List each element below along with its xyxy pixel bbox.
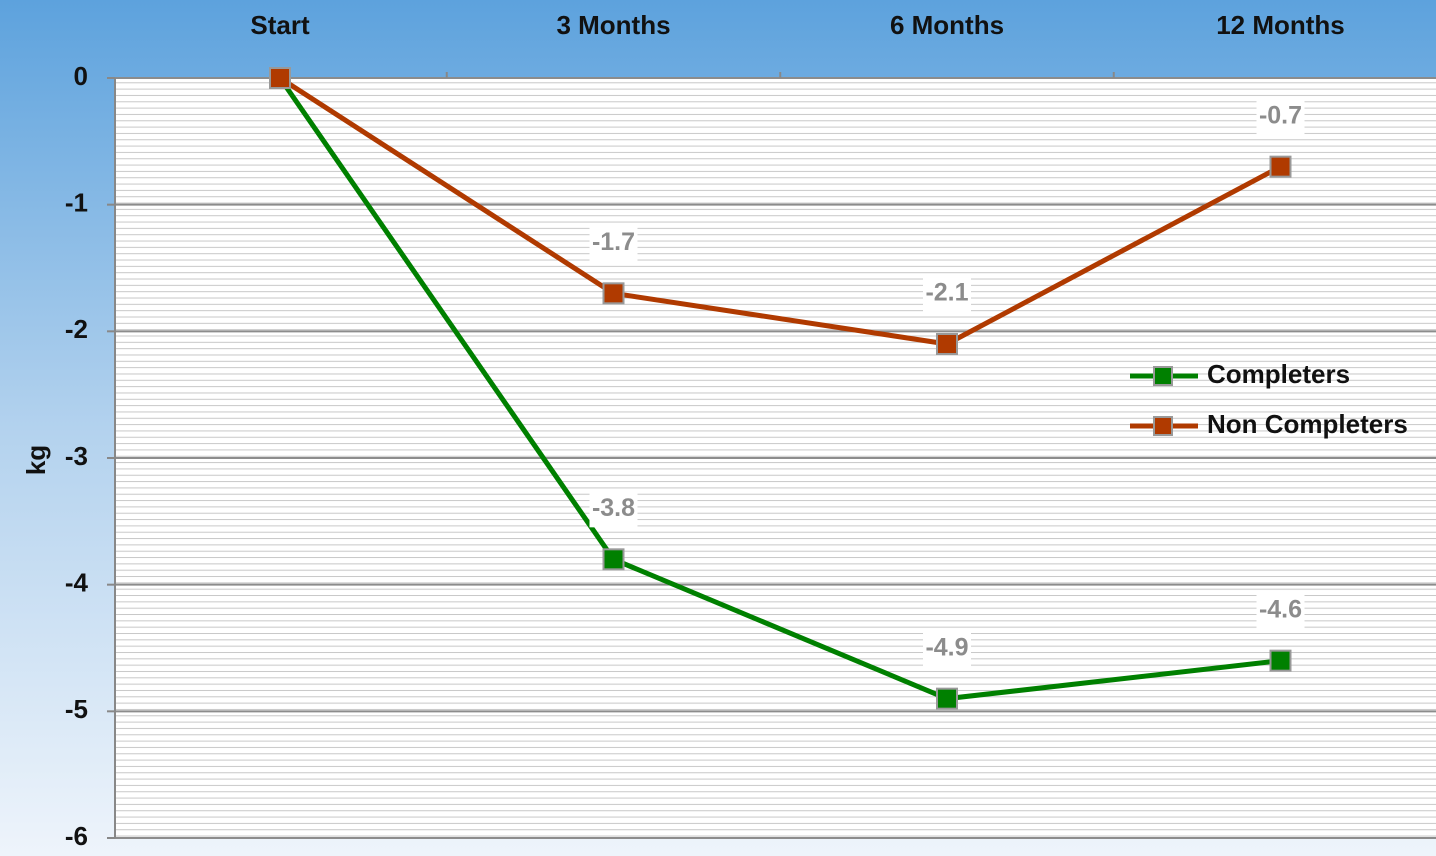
x-tick-label: Start	[250, 10, 310, 40]
x-tick-label: 12 Months	[1216, 10, 1345, 40]
legend-label: Completers	[1207, 359, 1350, 389]
y-tick-label: -6	[65, 821, 88, 851]
label-bg	[589, 225, 638, 262]
x-tick-label: 6 Months	[890, 10, 1004, 40]
legend-label: Non Completers	[1207, 409, 1408, 439]
label-bg	[1256, 98, 1305, 135]
y-axis-label: kg	[21, 445, 51, 475]
data-label: -3.8	[592, 494, 635, 522]
label-bg	[923, 630, 971, 667]
legend-marker	[1153, 366, 1173, 386]
y-tick-label: -5	[65, 694, 88, 724]
marker	[269, 67, 291, 89]
label-bg	[1256, 592, 1305, 629]
data-label: -1.7	[592, 228, 635, 256]
data-label: -2.1	[925, 279, 968, 307]
marker	[936, 687, 958, 710]
y-tick-label: -2	[65, 314, 88, 344]
label-bg	[923, 276, 971, 312]
y-tick-label: 0	[74, 61, 88, 91]
y-tick-label: -3	[65, 441, 88, 471]
data-label: -4.9	[925, 633, 968, 661]
label-bg	[589, 491, 638, 528]
y-tick-label: -4	[65, 568, 89, 598]
marker	[1269, 649, 1292, 672]
y-tick-label: -1	[65, 188, 88, 218]
data-label: -4.6	[1259, 595, 1302, 623]
marker	[1269, 155, 1292, 178]
marker	[602, 282, 625, 305]
x-tick-label: 3 Months	[556, 10, 670, 40]
series-line	[278, 75, 1282, 347]
series-line	[277, 76, 1281, 702]
data-label: -0.7	[1259, 101, 1302, 129]
legend-marker	[1153, 416, 1173, 436]
marker	[602, 548, 625, 571]
marker	[936, 333, 958, 355]
